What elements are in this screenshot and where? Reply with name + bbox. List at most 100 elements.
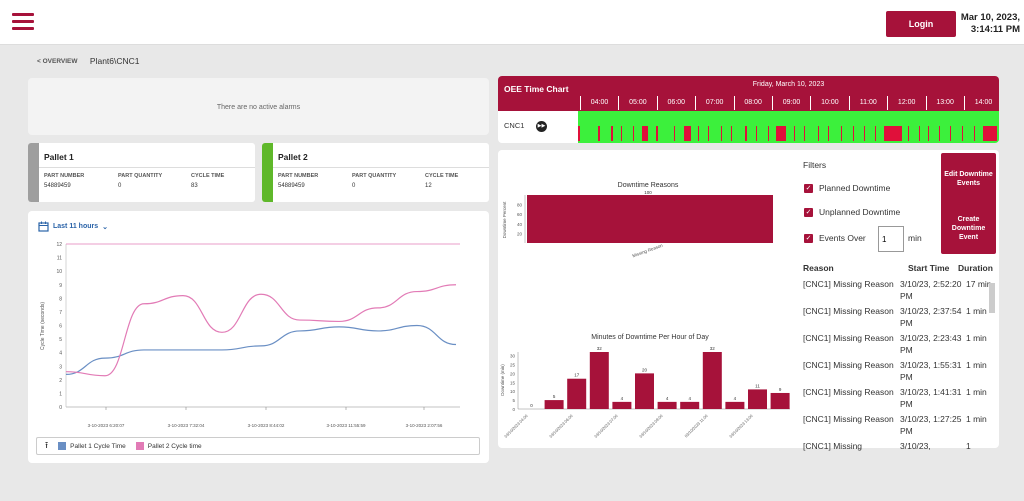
hourly-bar [702,352,722,409]
downtime-event[interactable] [804,126,805,141]
hour-label: 10:00 [810,96,848,110]
oee-time-chart: OEE Time Chart Friday, March 10, 2023 04… [498,76,999,143]
part-number-label: PART NUMBER [44,173,85,179]
duration-cell: 1 [966,441,971,451]
legend-item-pallet1[interactable]: Pallet 1 Cycle Time [58,442,126,450]
downtime-event[interactable] [776,126,786,141]
export-icon[interactable]: ⭱ [45,440,49,450]
duration-column-header[interactable]: Duration [958,263,993,273]
y-tick-label: 40 [517,222,523,227]
start-time-cell: 3/10/23, 2:52:20 PM [900,279,962,301]
planned-downtime-checkbox[interactable]: ✓ Planned Downtime [804,183,890,193]
legend-item-pallet2[interactable]: Pallet 2 Cycle time [135,442,202,450]
checkbox-label: Unplanned Downtime [819,207,901,217]
y-tick-label: 5 [59,337,62,343]
bar-value-label: 5 [553,394,556,399]
unplanned-downtime-checkbox[interactable]: ✓ Unplanned Downtime [804,207,900,217]
downtime-event[interactable] [908,126,909,141]
x-tick-label: 03/10/2023 06:00 [548,413,574,439]
table-scrollbar[interactable] [988,273,996,448]
downtime-event[interactable] [864,126,865,141]
downtime-event[interactable] [875,126,876,141]
x-tick-label: 3-10-2023 11:55:59 [327,423,366,428]
menu-icon[interactable] [12,13,34,31]
part-number-label: PART NUMBER [278,173,319,179]
downtime-event[interactable] [939,126,940,141]
downtime-event[interactable] [828,126,829,141]
downtime-event[interactable] [950,126,951,141]
downtime-event[interactable] [962,126,963,141]
downtime-event[interactable] [611,126,613,141]
downtime-event[interactable] [768,126,769,141]
downtime-event[interactable] [928,126,929,141]
start-time-column-header[interactable]: Start Time [908,263,950,273]
downtime-event[interactable] [794,126,795,141]
downtime-event[interactable] [708,126,709,141]
time-range-selector[interactable]: Last 11 hours ⌄ [38,221,108,232]
pallet-title: Pallet 1 [44,152,74,162]
edit-downtime-events-button[interactable]: Edit Downtime Events [941,153,996,205]
hour-label: 05:00 [618,96,656,110]
overview-link[interactable]: < OVERVIEW [37,58,78,66]
downtime-event[interactable] [684,126,691,141]
downtime-event[interactable] [633,126,634,141]
oee-timeline[interactable] [578,111,999,143]
downtime-event[interactable] [578,126,580,141]
duration-cell: 1 min [966,414,987,424]
check-icon: ✓ [804,207,813,217]
downtime-event[interactable] [841,126,842,141]
y-tick-label: 1 [59,391,62,397]
bar-value-label: 100 [644,190,652,195]
downtime-event[interactable] [818,126,819,141]
hourly-chart-title: Minutes of Downtime Per Hour of Day [591,334,709,341]
downtime-event[interactable] [721,126,722,141]
part-quantity-value: 0 [118,183,122,189]
play-icon[interactable]: ▶▶ [536,121,547,132]
downtime-event[interactable] [698,126,699,141]
y-axis-label: Downtime (min) [500,364,505,396]
downtime-event[interactable] [919,126,920,141]
bar-value-label: 4 [688,396,691,401]
downtime-event[interactable] [674,126,675,141]
downtime-event[interactable] [974,126,975,141]
current-datetime: Mar 10, 2023, 3:14:11 PM [960,12,1020,36]
downtime-event[interactable] [884,126,902,141]
hour-label: 14:00 [964,96,999,110]
login-button[interactable]: Login [886,11,956,37]
create-downtime-event-button[interactable]: Create Downtime Event [941,202,996,254]
reason-column-header[interactable]: Reason [803,263,834,273]
downtime-event[interactable] [853,126,854,141]
alarms-message: There are no active alarms [216,104,301,111]
y-tick-label: 8 [59,296,62,302]
y-tick-label: 6 [59,324,62,330]
y-tick-label: 10 [56,269,62,275]
x-tick-label: 03/10/2023 09:00 [638,413,664,439]
downtime-event[interactable] [745,126,747,141]
downtime-event[interactable] [598,126,600,141]
y-tick-label: 3 [59,364,62,370]
events-over-checkbox[interactable]: ✓ Events Over [804,233,866,243]
pallet-card-1: Pallet 1 PART NUMBER PART QUANTITY CYCLE… [28,143,255,202]
y-tick-label: 15 [510,380,516,385]
hour-label: 04:00 [580,96,618,110]
downtime-event[interactable] [656,126,658,141]
reason-cell: [CNC1] Missing Reason [803,333,894,343]
oee-date: Friday, March 10, 2023 [578,76,999,94]
downtime-event[interactable] [983,126,997,141]
y-tick-label: 30 [510,354,516,359]
downtime-event[interactable] [756,126,757,141]
legend-checkbox [58,442,67,450]
calendar-icon [38,221,49,232]
y-tick-label: 0 [512,407,515,412]
hourly-bar [770,392,790,409]
downtime-event[interactable] [642,126,648,141]
chart-legend: ⭱ Pallet 1 Cycle Time Pallet 2 Cycle tim… [36,437,480,455]
hourly-bar [680,401,700,409]
downtime-event[interactable] [621,126,622,141]
downtime-event[interactable] [731,126,732,141]
hourly-bar [589,352,609,409]
x-tick-label: 03/10/2023 11:00 [683,413,709,439]
y-tick-label: 80 [517,203,523,208]
events-over-input[interactable] [878,226,904,252]
